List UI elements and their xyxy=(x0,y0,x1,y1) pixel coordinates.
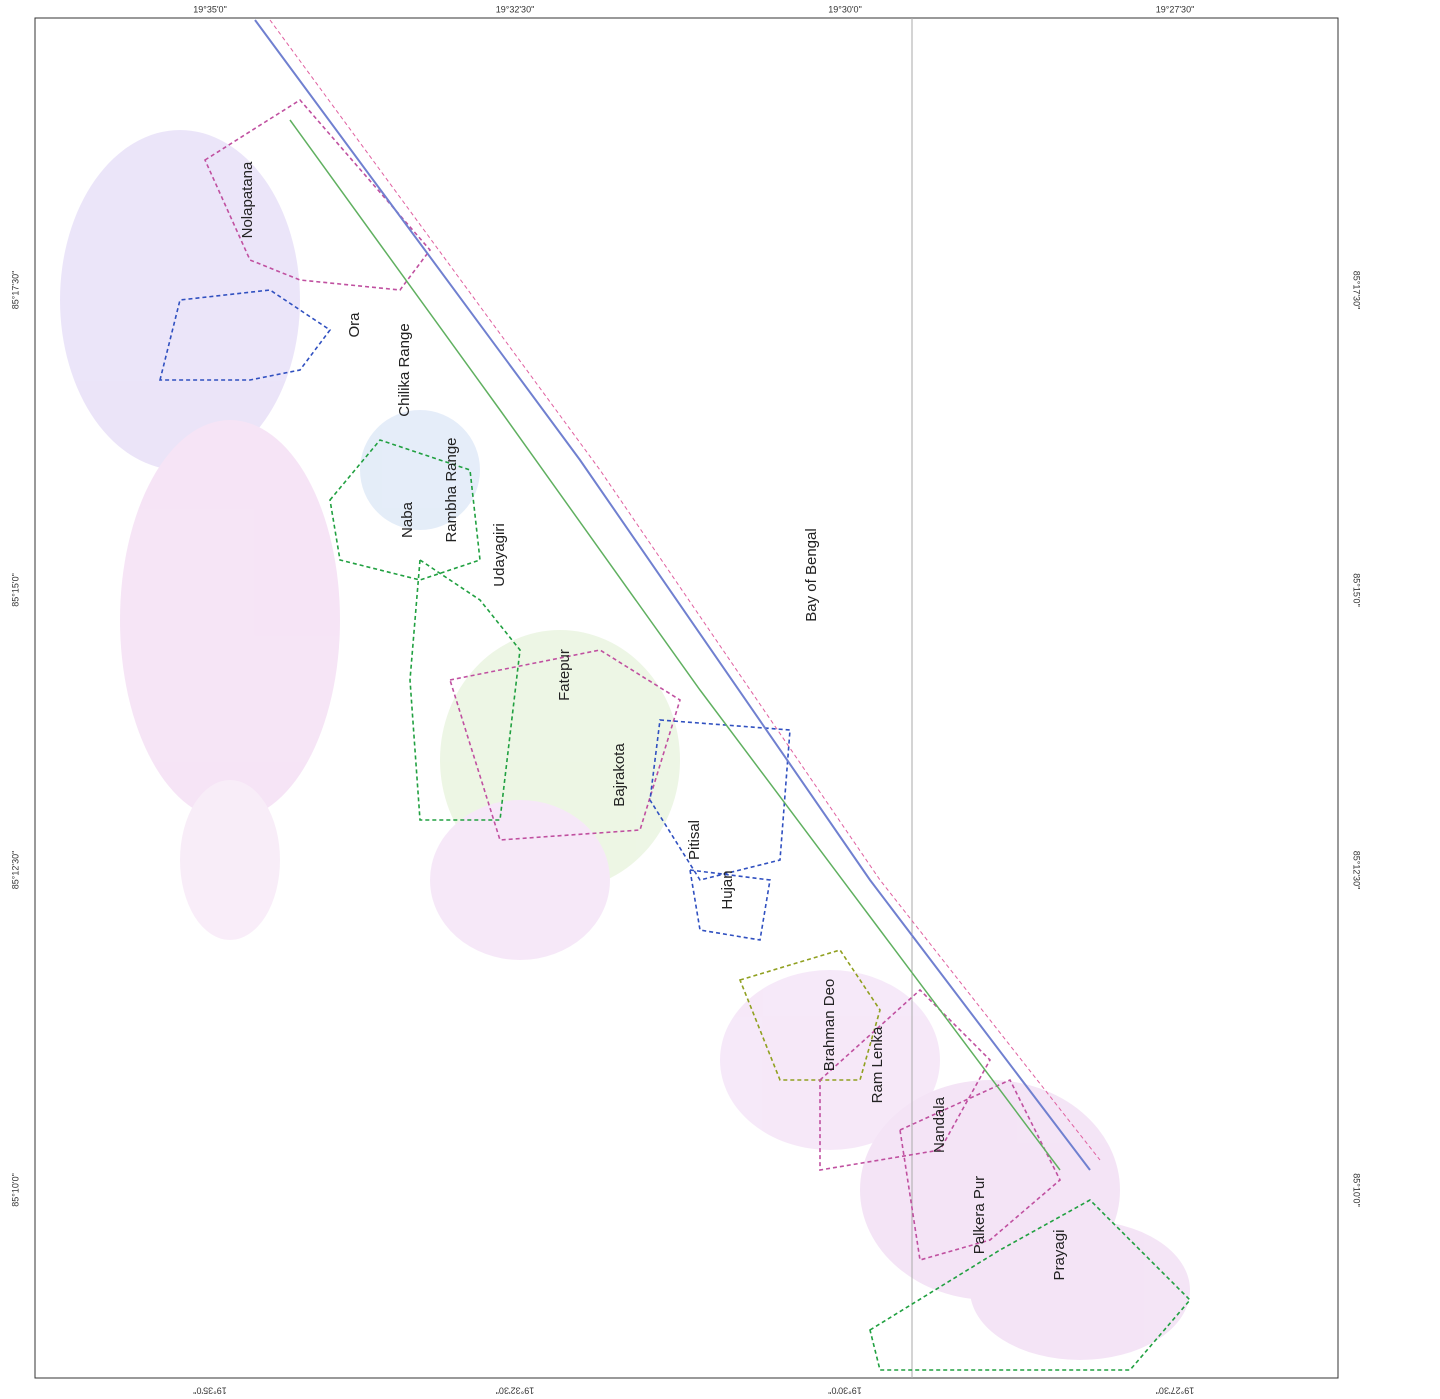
bottom-label: 19°35'0" xyxy=(193,1386,227,1396)
place-label: Udayagiri xyxy=(491,523,508,586)
terrain xyxy=(60,130,1190,1360)
right-label: 85°15'0" xyxy=(1352,573,1362,607)
coastline xyxy=(254,19,1101,1171)
bottom-label: 19°32'30" xyxy=(496,1386,535,1396)
top-label: 19°27'30" xyxy=(1156,4,1195,14)
place-label: Nolapatana xyxy=(239,161,256,238)
right-label: 85°12'30" xyxy=(1352,851,1362,890)
top-label: 19°35'0" xyxy=(193,4,227,14)
place-label: Prayagi xyxy=(1051,1230,1068,1281)
place-label: Chilika Range xyxy=(396,323,413,416)
top-label: 19°32'30" xyxy=(496,4,535,14)
place-label: Pitisal xyxy=(686,820,703,860)
boundaries xyxy=(158,98,1192,1371)
top-label: 19°30'0" xyxy=(828,4,862,14)
place-label: Palkera Pur xyxy=(971,1176,988,1254)
right-label: 85°17'30" xyxy=(1352,271,1362,310)
place-label: Ram Lenka xyxy=(869,1026,886,1103)
place-label: Naba xyxy=(399,501,416,538)
left-label: 85°15'0" xyxy=(10,573,20,607)
place-label: Fatepur xyxy=(556,649,573,701)
place-label: Nandala xyxy=(931,1096,948,1153)
place-label: Brahman Deo xyxy=(821,979,838,1072)
map-frame xyxy=(34,17,1339,1379)
left-label: 85°17'30" xyxy=(10,271,20,310)
place-label: Bajrakota xyxy=(611,743,628,807)
bottom-label: 19°30'0" xyxy=(828,1386,862,1396)
left-label: 85°12'30" xyxy=(10,851,20,890)
right-label: 85°10'0" xyxy=(1352,1173,1362,1207)
bottom-label: 19°27'30" xyxy=(1156,1386,1195,1396)
place-label: Rambha Range xyxy=(443,437,460,542)
place-label: Bay of Bengal xyxy=(803,528,820,621)
place-label: Hujan xyxy=(719,870,736,909)
left-label: 85°10'0" xyxy=(10,1173,20,1207)
labels: 19°35'0" 19°32'30" 19°30'0" 19°27'30" 19°35'… xyxy=(10,4,1361,1395)
place-label: Ora xyxy=(346,312,363,338)
